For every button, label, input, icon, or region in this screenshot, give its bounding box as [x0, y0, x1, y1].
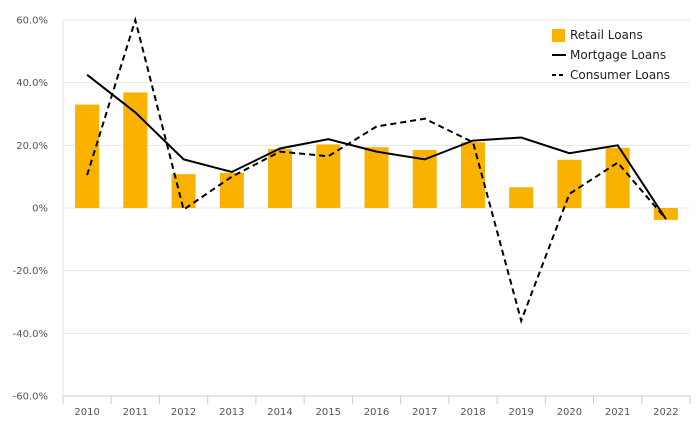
- x-axis: 2010 2011 2012 2013 2014 2015 2016 2017 2018 2019…: [62, 395, 691, 418]
- bar-retail-loans-2019: [509, 187, 534, 208]
- bar-retail-loans-2022: [653, 208, 678, 220]
- x-tick-label: 2017: [412, 407, 437, 418]
- y-tick-label: -20.0%: [13, 266, 48, 277]
- y-tick-label: -40.0%: [13, 329, 48, 340]
- x-tick-label: 2015: [316, 407, 341, 418]
- legend: Retail Loans Mortgage Loans Consumer Loans: [552, 28, 670, 82]
- legend-label-consumer-loans: Consumer Loans: [570, 68, 670, 82]
- x-tick-label: 2019: [508, 407, 533, 418]
- loan-lines: [86, 16, 667, 325]
- bar-retail-loans-2012: [171, 174, 196, 208]
- bar-retail-loans-2015: [316, 144, 341, 208]
- x-tick-label: 2021: [605, 407, 630, 418]
- y-tick-label: 20.0%: [16, 141, 48, 152]
- line-mortgage-loans: [86, 74, 667, 220]
- x-tick-label: 2012: [171, 407, 196, 418]
- y-axis: -60.0% -40.0% -20.0% 0% 20.0% 40.0% 60.0%: [13, 16, 48, 403]
- x-tick-label: 2010: [74, 407, 99, 418]
- line-consumer-loans: [86, 16, 667, 325]
- x-tick-label: 2011: [123, 407, 148, 418]
- x-tick-label: 2013: [219, 407, 244, 418]
- y-tick-label: 40.0%: [16, 78, 48, 89]
- bar-retail-loans-2011: [123, 92, 148, 208]
- x-tick-label: 2022: [653, 407, 678, 418]
- bar-retail-loans-2020: [557, 159, 582, 208]
- x-tick-label: 2018: [460, 407, 485, 418]
- bar-retail-loans-2010: [75, 104, 100, 208]
- y-tick-label: 60.0%: [16, 16, 48, 27]
- x-tick-label: 2016: [364, 407, 389, 418]
- x-tick-label: 2020: [557, 407, 582, 418]
- legend-label-retail-loans: Retail Loans: [570, 28, 643, 42]
- bar-retail-loans-2016: [364, 147, 389, 208]
- legend-label-mortgage-loans: Mortgage Loans: [570, 48, 666, 62]
- y-tick-label: -60.0%: [13, 392, 48, 403]
- x-tick-label: 2014: [267, 407, 292, 418]
- retail-loans-bars: [75, 92, 678, 220]
- y-tick-label: 0%: [32, 204, 48, 215]
- bar-retail-loans-2013: [219, 172, 244, 208]
- bar-retail-loans-2014: [268, 149, 293, 208]
- legend-swatch-retail-loans: [552, 29, 565, 42]
